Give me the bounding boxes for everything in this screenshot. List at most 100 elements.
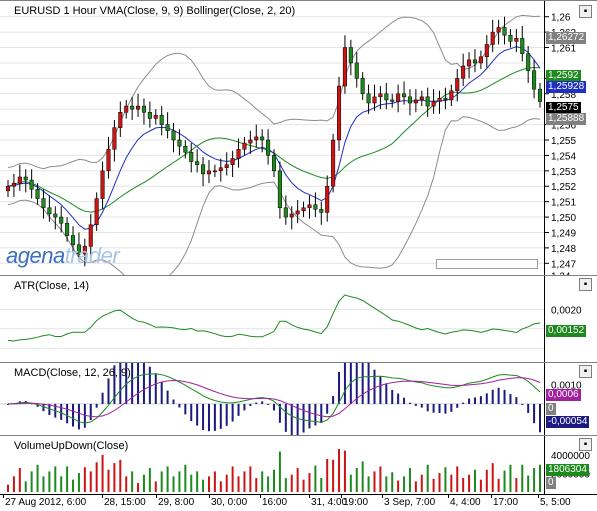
volume-bar <box>308 473 311 492</box>
macd-histogram-bar <box>503 389 506 404</box>
volume-bar <box>249 466 252 492</box>
candle-body <box>70 235 76 246</box>
macd-histogram-bar <box>278 403 281 423</box>
candle-body <box>224 164 229 168</box>
price-axis[interactable]: 1,261,2621,2611,2591,2581,2561,2551,2541… <box>545 1 597 276</box>
candle-body <box>218 167 223 172</box>
volume-plot-area[interactable]: VolumeUpDown(Close) <box>0 436 545 494</box>
macd-histogram-bar <box>539 403 541 433</box>
volume-bar <box>379 466 382 492</box>
volume-pane[interactable]: VolumeUpDown(Close) 40000002000000 18063… <box>0 435 597 494</box>
time-axis-label: 19:00 <box>343 497 369 508</box>
macd-histogram-bar <box>273 403 275 411</box>
macd-histogram-bar <box>290 403 293 435</box>
macd-histogram-bar <box>190 403 193 422</box>
macd-pane[interactable]: MACD(Close, 12, 26, 9) 0,0010 0,0006 0 -0,… <box>0 362 597 435</box>
price-axis-tick-label: 1,251 <box>551 198 576 209</box>
time-axis-label: 4, 4:00 <box>450 497 481 508</box>
volume-bar <box>178 471 181 492</box>
macd-histogram-bar <box>83 403 86 428</box>
candle-body <box>372 96 377 104</box>
macd-histogram-bar <box>426 403 429 412</box>
macd-histogram-bar <box>444 403 447 414</box>
volume-bar <box>36 464 39 492</box>
macd-chart-svg <box>0 363 544 435</box>
candle-body <box>467 59 472 67</box>
atr-line <box>7 294 541 342</box>
macd-histogram-bar <box>450 403 453 412</box>
volume-bar <box>89 471 92 492</box>
macd-histogram-bar <box>521 403 524 405</box>
atr-value-label: 0,00152 <box>546 325 587 337</box>
macd-histogram-bar <box>491 389 494 404</box>
time-axis-label: 16:00 <box>262 497 288 508</box>
price-pane[interactable]: EURUSD 1 Hour VMA(Close, 9, 9) Bollinger… <box>0 0 597 276</box>
candle-body <box>94 198 99 226</box>
macd-value-label: 0 <box>546 403 556 415</box>
time-axis[interactable]: 27 Aug 2012, 6:00 28, 15:00 29, 8:00 30, 0:… <box>0 494 597 511</box>
macd-signal-line <box>8 377 541 418</box>
macd-pane-maximize-button[interactable]: ▪ <box>579 365 592 378</box>
volume-bar <box>172 476 175 492</box>
candle-body <box>360 78 365 95</box>
volume-bar <box>119 459 122 492</box>
price-axis-tick-label: 1,256 <box>551 121 576 132</box>
volume-bar <box>113 463 116 492</box>
macd-histogram-bar <box>420 403 423 408</box>
volume-bar <box>296 468 299 492</box>
candle-body <box>118 112 123 128</box>
atr-pane[interactable]: ATR(Close, 14) 0,0020 0,00152 ▪ <box>0 275 597 362</box>
macd-histogram-bar <box>533 403 536 424</box>
candle-body <box>5 185 11 192</box>
atr-plot-area[interactable]: ATR(Close, 14) <box>0 276 545 362</box>
price-pane-maximize-button[interactable]: ▪ <box>579 5 592 18</box>
time-axis-tick <box>102 495 103 498</box>
candle-body <box>29 179 34 190</box>
macd-histogram-bar <box>385 383 388 404</box>
candle-body <box>23 176 28 181</box>
macd-histogram-bar <box>403 397 406 404</box>
macd-histogram-bar <box>77 403 80 430</box>
volume-bar <box>24 481 27 492</box>
price-axis-tick-label: 1,252 <box>551 182 576 193</box>
candle-body <box>130 105 135 110</box>
macd-axis[interactable]: 0,0010 0,0006 0 -0,00054 <box>545 363 597 435</box>
atr-axis[interactable]: 0,0020 0,00152 <box>545 276 597 362</box>
macd-histogram-bar <box>343 363 346 404</box>
candle-body <box>478 56 483 64</box>
macd-histogram-bar <box>473 397 476 404</box>
volume-bar <box>539 464 541 492</box>
candle-body <box>378 93 383 98</box>
candle-body <box>514 38 519 42</box>
horizontal-scroll-box[interactable] <box>436 259 538 269</box>
volume-bar <box>332 459 335 492</box>
candle-body <box>165 124 170 132</box>
price-axis-tick-label: 1,255 <box>551 136 576 147</box>
time-axis-tick <box>309 495 310 498</box>
candle-body <box>449 90 454 101</box>
price-plot-area[interactable]: EURUSD 1 Hour VMA(Close, 9, 9) Bollinger… <box>0 1 545 275</box>
volume-bar <box>444 467 447 492</box>
macd-histogram-bar <box>332 396 335 404</box>
volume-bar <box>77 473 80 492</box>
macd-plot-area[interactable]: MACD(Close, 12, 26, 9) <box>0 363 545 435</box>
volume-pane-maximize-button[interactable]: ▪ <box>579 438 592 451</box>
macd-histogram-bar <box>479 396 482 404</box>
macd-histogram-bar <box>237 403 240 416</box>
macd-histogram-bar <box>397 393 400 404</box>
price-pane-title: EURUSD 1 Hour VMA(Close, 9, 9) Bollinger… <box>14 5 296 17</box>
price-value-label: 1,26272 <box>546 32 587 44</box>
macd-histogram-bar <box>131 363 134 404</box>
volume-bar <box>42 476 45 492</box>
candle-body <box>502 27 507 36</box>
agenatrader-logo: agenatrader <box>6 243 120 269</box>
candle-body <box>336 85 342 141</box>
candle-body <box>271 155 277 172</box>
candle-body <box>520 38 525 54</box>
macd-histogram-bar <box>456 403 459 408</box>
macd-pane-title: MACD(Close, 12, 26, 9) <box>14 367 131 379</box>
volume-bar <box>420 474 423 492</box>
candle-body <box>537 88 543 102</box>
atr-pane-maximize-button[interactable]: ▪ <box>579 278 592 291</box>
macd-histogram-bar <box>119 363 122 404</box>
